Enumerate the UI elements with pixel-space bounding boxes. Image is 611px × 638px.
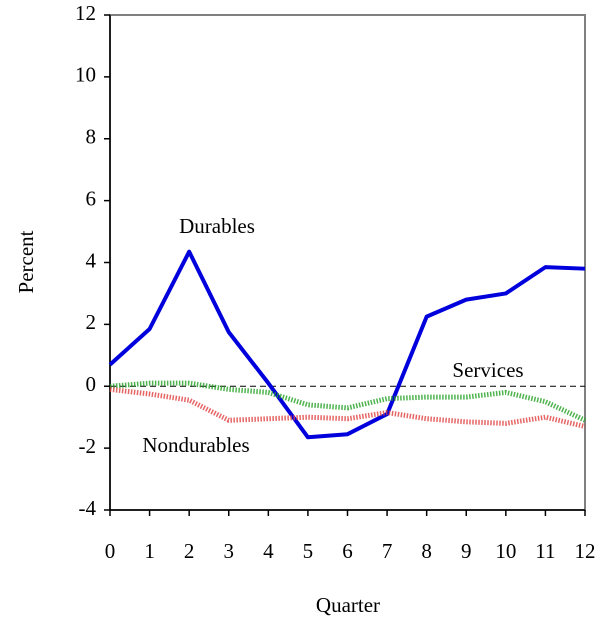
y-tick-label: 2 [86,310,97,334]
y-tick-label: 6 [86,186,97,210]
x-tick-label: 10 [495,539,516,563]
x-tick-label: 0 [105,539,116,563]
series-label: Durables [179,214,255,238]
series-line [109,380,587,423]
y-tick-label: 0 [86,372,97,396]
y-tick-label: -4 [79,496,97,520]
x-tick-label: 8 [421,539,432,563]
x-tick-label: 4 [263,539,274,563]
series-line [109,386,586,429]
y-tick-label: 10 [75,63,96,87]
x-tick-label: 1 [144,539,155,563]
x-tick-label: 9 [461,539,472,563]
y-axis-label: Percent [14,230,38,293]
y-tick-label: 12 [75,1,96,25]
x-axis-label: Quarter [316,593,380,617]
y-tick-label: 8 [86,125,97,149]
y-tick-label: 4 [86,248,97,272]
x-tick-label: 5 [303,539,314,563]
series-label: Nondurables [142,433,249,457]
x-tick-label: 3 [224,539,235,563]
x-tick-label: 7 [382,539,393,563]
x-tick-label: 2 [184,539,195,563]
y-tick-label: -2 [79,434,97,458]
series-label: Services [452,358,523,382]
x-tick-label: 12 [575,539,596,563]
series-line [108,249,586,440]
x-tick-label: 11 [535,539,555,563]
x-tick-label: 6 [342,539,353,563]
